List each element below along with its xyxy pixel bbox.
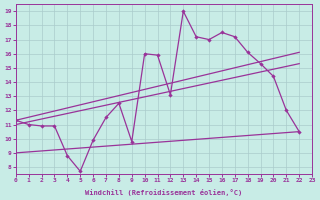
X-axis label: Windchill (Refroidissement éolien,°C): Windchill (Refroidissement éolien,°C): [85, 189, 243, 196]
